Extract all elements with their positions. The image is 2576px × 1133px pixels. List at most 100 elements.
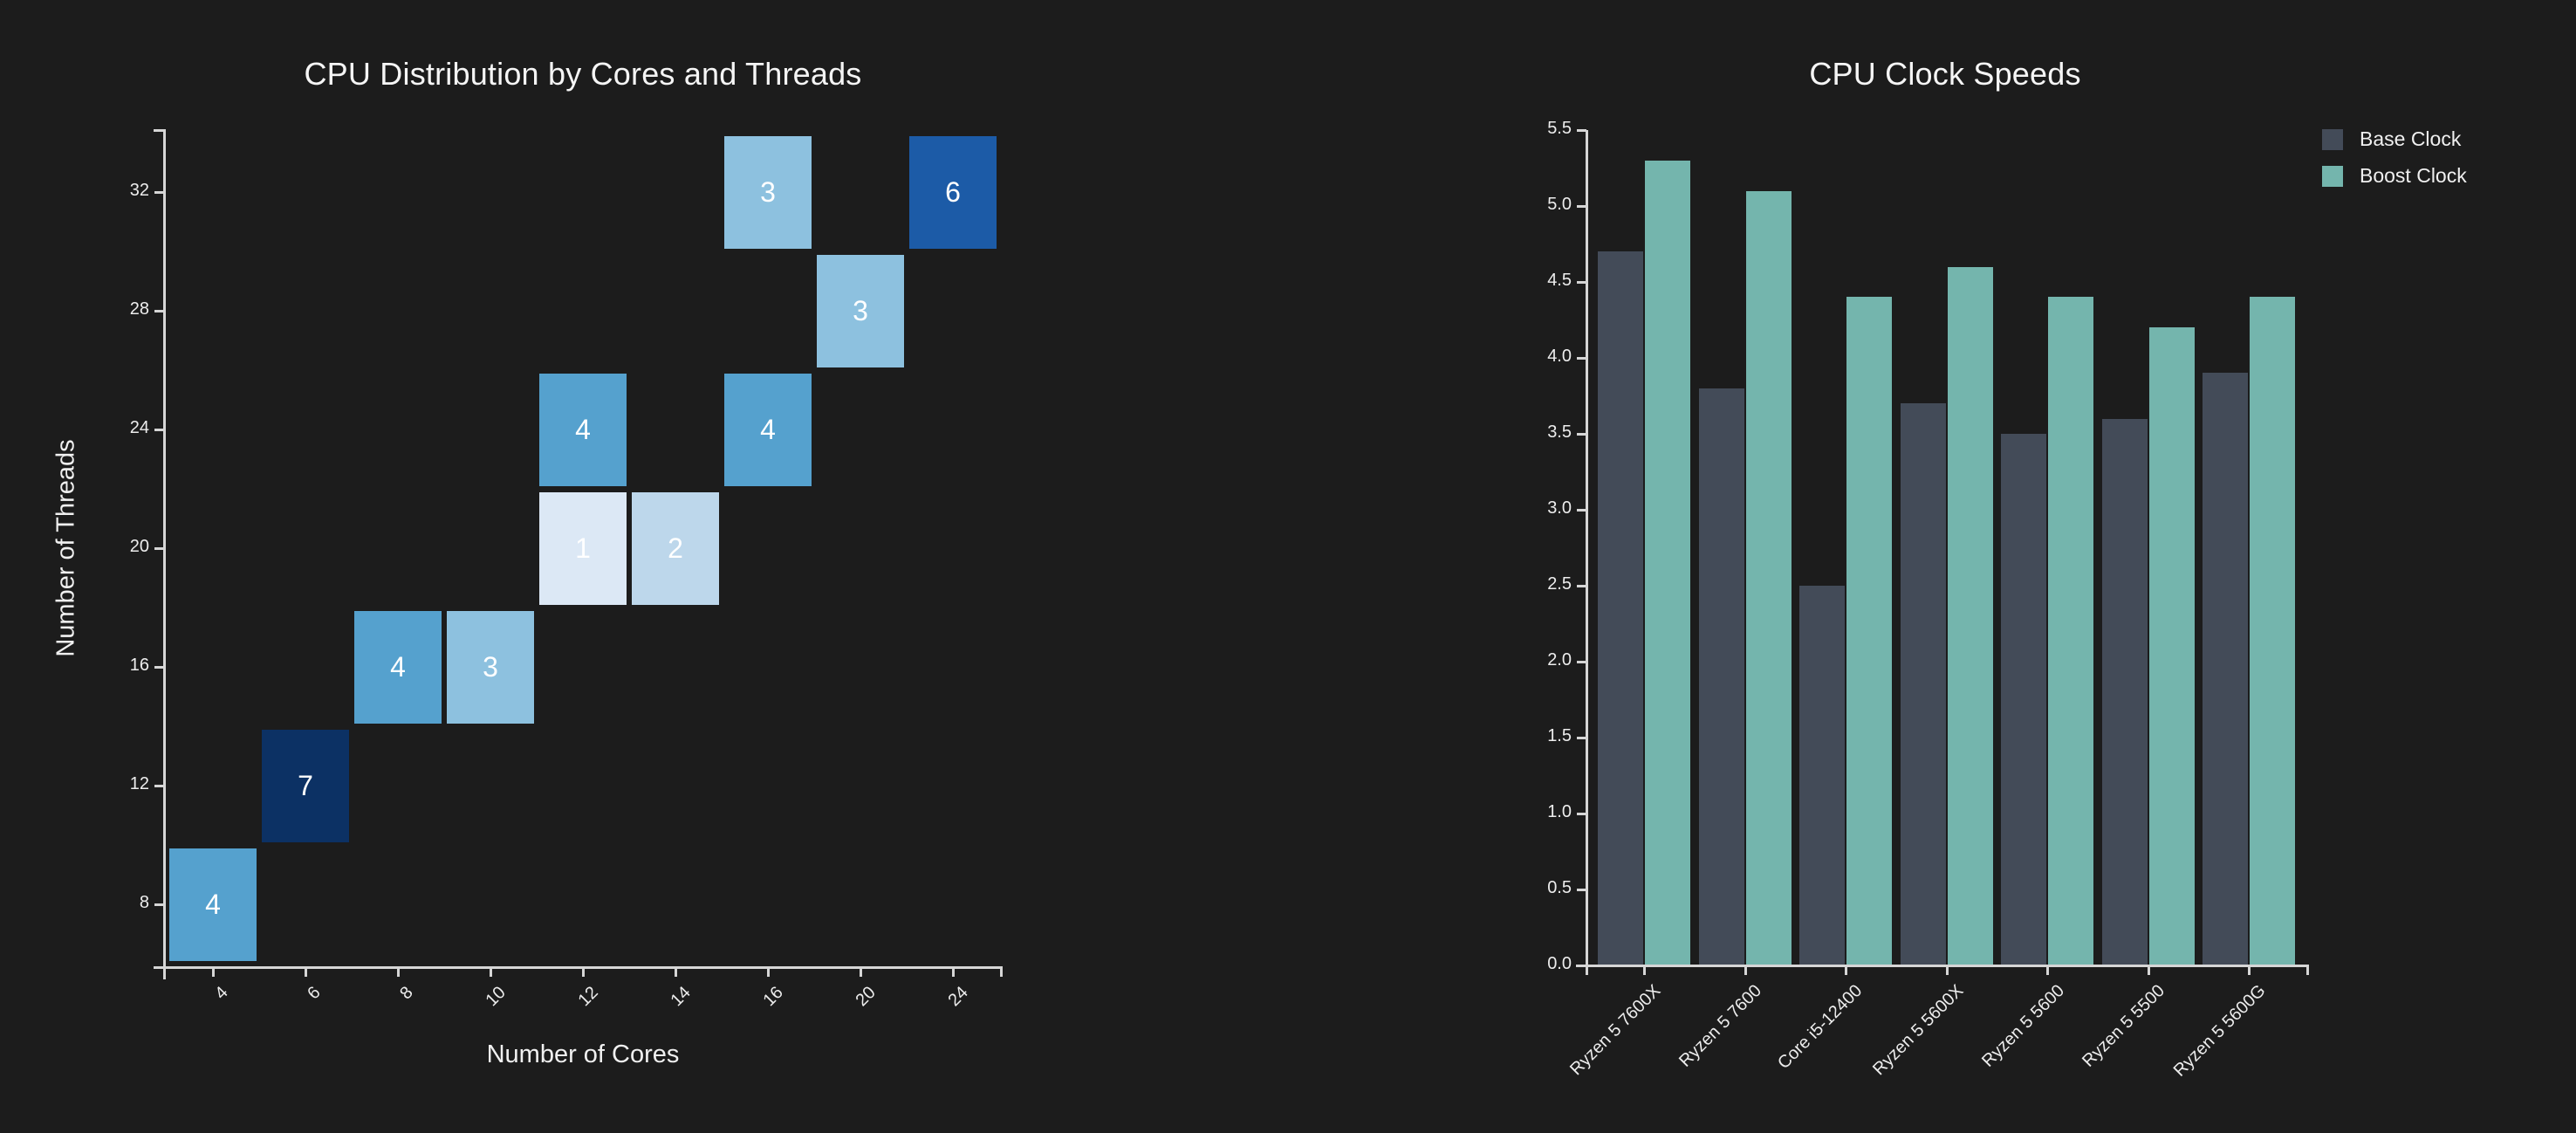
x-tick-label: 20 (852, 983, 880, 1011)
heatmap-cell-12x20: 1 (539, 491, 627, 605)
x-tick (305, 967, 307, 977)
heatmap-cell-12x24: 4 (539, 373, 627, 486)
x-tick (1945, 965, 1949, 975)
heatmap-y-axis-title: Number of Threads (51, 439, 80, 657)
legend-item-base-clock: Base Clock (2322, 127, 2467, 151)
base-clock-bar (1900, 403, 1946, 965)
x-axis-line (1576, 965, 2309, 967)
heatmap-cell-16x32: 3 (724, 135, 812, 249)
x-tick (397, 967, 400, 977)
x-axis-end-cap (1000, 967, 1003, 977)
heatmap-cell-10x16: 3 (447, 610, 534, 724)
heatmap-cell-value: 4 (390, 650, 406, 683)
y-tick-label: 12 (129, 774, 149, 793)
heatmap-cell-value: 3 (760, 175, 776, 208)
base-clock-bar (1799, 586, 1845, 965)
y-tick-label: 8 (139, 893, 149, 912)
base-clock-legend-label: Base Clock (2360, 127, 2462, 150)
base-clock-bar (1698, 388, 1744, 965)
y-tick (154, 310, 164, 312)
x-tick-label: Ryzen 5 5600G (2169, 981, 2270, 1081)
x-tick (2147, 965, 2150, 975)
x-tick (2046, 965, 2049, 975)
base-clock-swatch (2322, 128, 2343, 150)
y-tick (154, 785, 164, 787)
x-axis-line (154, 966, 1003, 969)
heatmap-title: CPU Distribution by Cores and Threads (304, 56, 862, 92)
y-tick (1577, 357, 1586, 360)
y-tick-label: 0.5 (1547, 878, 1572, 897)
boost-clock-swatch (2322, 165, 2343, 187)
heatmap-cell-24x32: 6 (909, 135, 997, 249)
heatmap-x-axis-title: Number of Cores (486, 1040, 680, 1068)
heatmap-cell-value: 2 (668, 532, 683, 564)
base-clock-bar (2203, 373, 2248, 965)
y-tick (1577, 585, 1586, 587)
x-tick-label: Ryzen 5 5600X (1868, 981, 1968, 1080)
heatmap-cell-6x12: 7 (262, 729, 349, 842)
bar-chart-title: CPU Clock Speeds (1809, 56, 2081, 92)
y-tick-label: 4.5 (1547, 271, 1572, 290)
y-tick-label: 32 (129, 181, 149, 200)
x-tick (212, 967, 215, 977)
boost-clock-bar (2250, 297, 2295, 965)
x-tick (952, 967, 955, 977)
y-tick (154, 903, 164, 906)
heatmap-cell-4x8: 4 (169, 848, 257, 961)
boost-clock-bar (2148, 327, 2195, 965)
heatmap-cell-value: 1 (575, 532, 591, 564)
boost-clock-bar (1745, 190, 1792, 965)
x-tick-label: Ryzen 5 5600 (1977, 981, 2068, 1071)
base-clock-bar (2101, 418, 2148, 965)
x-tick-label: 4 (211, 983, 232, 1004)
y-tick (1577, 205, 1586, 208)
y-tick (1577, 281, 1586, 284)
y-tick-label: 5.5 (1547, 119, 1572, 138)
y-tick-label: 1.5 (1547, 726, 1572, 745)
boost-clock-bar (2048, 297, 2093, 965)
heatmap-cell-value: 4 (760, 413, 776, 445)
y-axis-end-cap (154, 129, 163, 132)
x-tick-label: 16 (759, 983, 787, 1011)
y-tick-label: 2.5 (1547, 574, 1572, 594)
x-tick (1845, 965, 1847, 975)
y-tick-label: 1.0 (1547, 802, 1572, 821)
heatmap-cell-value: 3 (483, 650, 498, 683)
legend: Base Clock Boost Clock (2322, 127, 2467, 201)
y-tick-label: 3.0 (1547, 498, 1572, 518)
legend-item-boost-clock: Boost Clock (2322, 164, 2467, 188)
base-clock-bar (1598, 251, 1643, 965)
x-tick-label: Core i5-12400 (1774, 981, 1867, 1074)
heatmap-cell-value: 6 (945, 175, 961, 208)
x-tick (2248, 965, 2251, 975)
y-tick (1577, 129, 1586, 132)
y-tick (154, 191, 164, 194)
y-tick (1577, 965, 1586, 967)
x-tick-label: 24 (944, 983, 972, 1011)
heatmap-cell-value: 3 (853, 294, 868, 326)
heatmap-cell-value: 4 (575, 413, 591, 445)
heatmap-cell-20x28: 3 (817, 254, 904, 367)
x-tick-label: 8 (396, 983, 417, 1004)
y-tick (1577, 889, 1586, 891)
y-tick-label: 28 (129, 299, 149, 319)
y-tick-label: 2.0 (1547, 650, 1572, 670)
x-tick (490, 967, 492, 977)
y-tick (1577, 433, 1586, 436)
y-tick-label: 3.5 (1547, 422, 1572, 442)
x-tick-label: Ryzen 5 7600 (1675, 981, 1766, 1071)
boost-clock-bar (1947, 266, 1993, 965)
heatmap-cell-8x16: 4 (354, 610, 442, 724)
x-tick (1643, 965, 1646, 975)
y-tick (1577, 661, 1586, 663)
y-axis-line (163, 129, 166, 979)
y-tick (154, 666, 164, 669)
heatmap-cell-value: 7 (298, 769, 313, 801)
heatmap-cell-14x20: 2 (632, 491, 719, 605)
x-tick (860, 967, 862, 977)
x-tick-label: 6 (304, 983, 325, 1004)
boost-clock-bar (1846, 297, 1892, 965)
y-tick (1577, 737, 1586, 739)
y-tick-label: 20 (129, 537, 149, 556)
